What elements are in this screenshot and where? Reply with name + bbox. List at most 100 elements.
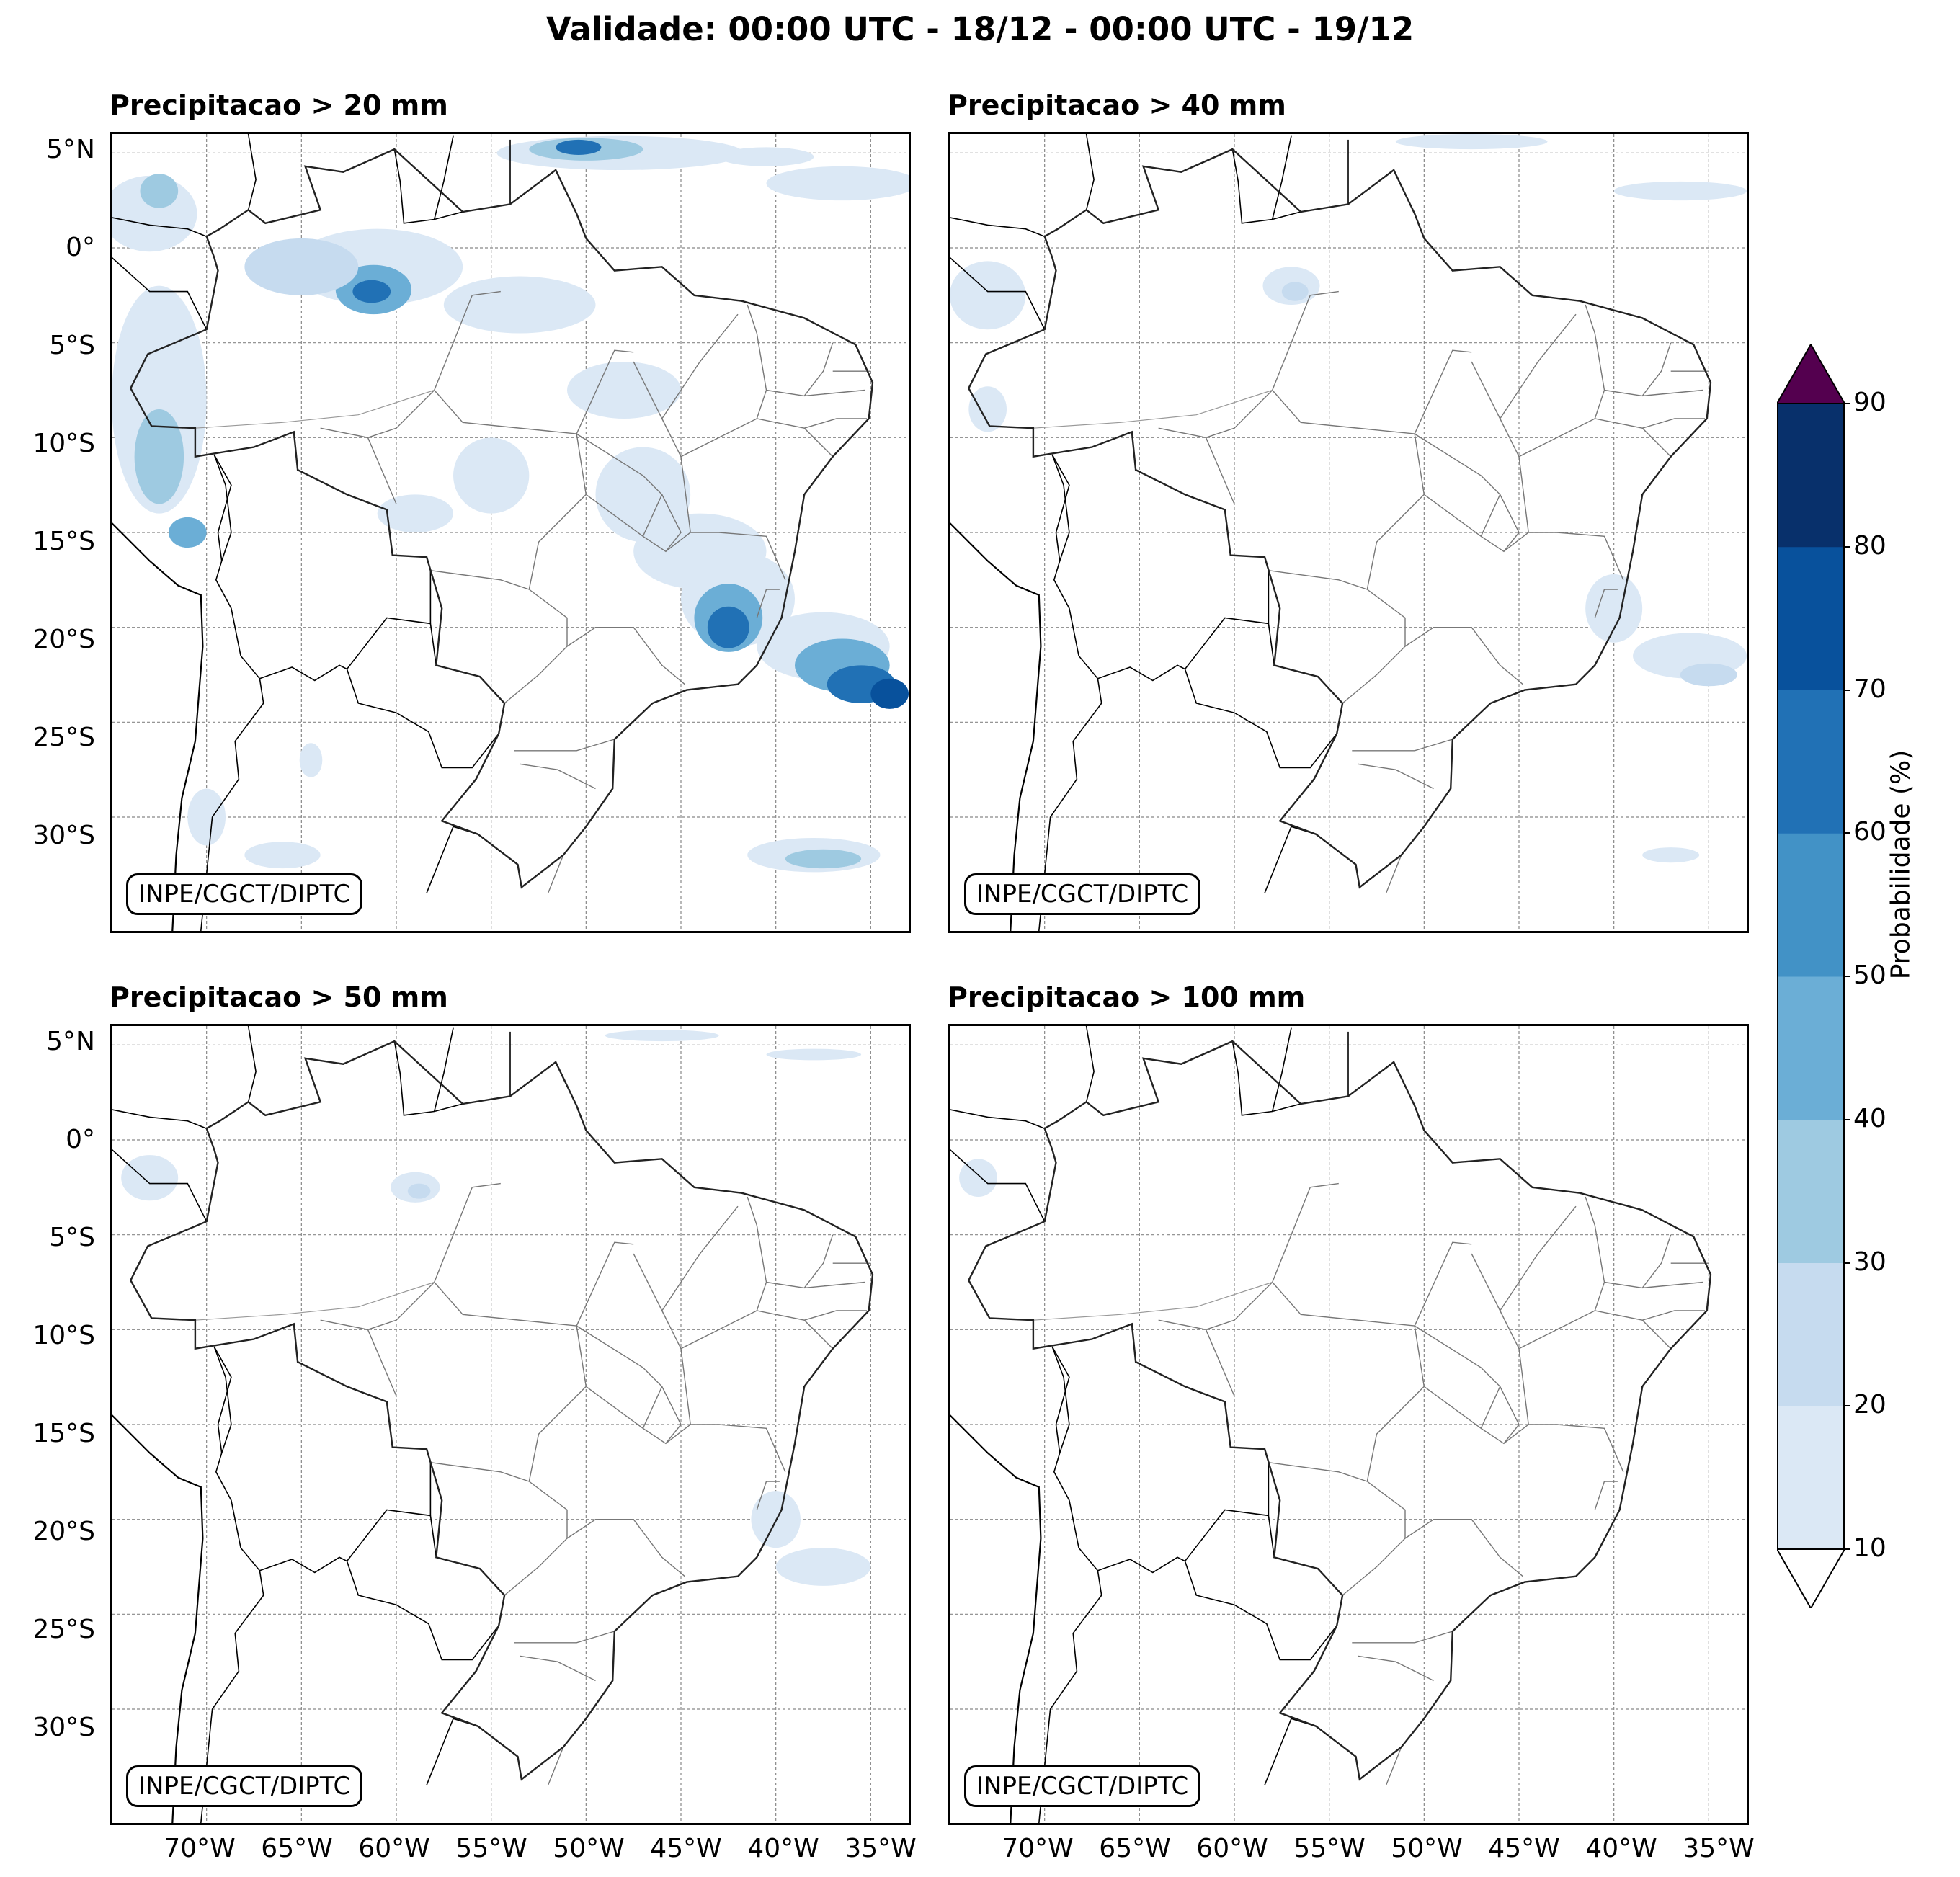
state-border (548, 1747, 564, 1785)
probability-contour (1281, 282, 1309, 301)
state-border (1471, 361, 1520, 458)
state-border (1500, 313, 1577, 419)
probability-contour (718, 147, 814, 166)
state-border (665, 532, 786, 581)
country-border (426, 826, 478, 893)
colorbar-tick-label: 80 (1853, 530, 1886, 561)
state-border (1033, 1281, 1273, 1321)
country-border (950, 217, 1045, 237)
country-border (950, 1109, 1045, 1129)
country-border (247, 134, 257, 210)
country-border (950, 1149, 1046, 1222)
state-border (504, 1481, 568, 1596)
colorbar-tick-label: 60 (1853, 817, 1886, 847)
country-border (1038, 1346, 1102, 1823)
probability-contour (140, 174, 179, 208)
state-border (566, 627, 685, 685)
colorbar-band (1777, 1406, 1845, 1550)
probability-contour (870, 678, 909, 709)
country-border (1097, 617, 1275, 682)
credit-label: INPE/CGCT/DIPTC (126, 1765, 363, 1807)
colorbar-band (1777, 976, 1845, 1120)
probability-contour (766, 1048, 862, 1061)
country-border (393, 1040, 463, 1116)
state-border (1386, 855, 1402, 893)
country-border (1051, 454, 1070, 561)
lon-label-40w: 40°W (747, 1834, 819, 1863)
state-border (1414, 1325, 1501, 1430)
colorbar-tick-label: 50 (1853, 960, 1886, 990)
colorbar-band (1777, 546, 1845, 690)
brazil-outline (129, 1040, 874, 1781)
lon-label-50w: 50°W (553, 1834, 625, 1863)
state-border (1503, 1424, 1624, 1473)
state-border (1585, 304, 1605, 419)
map-panel-20mm: INPE/CGCT/DIPTC (110, 132, 911, 933)
coastline (950, 1414, 1042, 1823)
lon-label-55w: 55°W (455, 1834, 527, 1863)
probability-contour (244, 842, 321, 869)
state-border (1480, 1386, 1520, 1445)
state-border (1206, 1282, 1273, 1330)
country-border (1264, 826, 1317, 893)
probability-contour (453, 437, 530, 514)
state-border (662, 1205, 739, 1311)
colorbar-tick-label: 70 (1853, 674, 1886, 704)
credit-label: INPE/CGCT/DIPTC (964, 1765, 1201, 1807)
state-border (1518, 418, 1672, 533)
probability-contour (707, 606, 749, 648)
state-border (747, 304, 767, 419)
state-border (642, 494, 682, 553)
probability-field (950, 134, 1747, 863)
probability-contour (1680, 663, 1737, 687)
state-border (514, 1631, 615, 1644)
country-border (1184, 1561, 1337, 1661)
colorbar-under-extension (1777, 1548, 1845, 1608)
state-border (320, 1319, 397, 1396)
state-border (1585, 1196, 1605, 1311)
country-border (1271, 1027, 1292, 1112)
colorbar-band (1777, 690, 1845, 834)
state-border (576, 349, 634, 434)
country-border (1038, 454, 1102, 931)
lon-label-55w: 55°W (1293, 1834, 1366, 1863)
lon-label-35w: 35°W (845, 1834, 917, 1863)
state-border (514, 739, 615, 752)
country-border (950, 257, 1046, 330)
colorbar-tick-label: 30 (1853, 1247, 1886, 1277)
probability-contour (134, 409, 184, 504)
state-border (528, 433, 587, 590)
state-border (520, 763, 596, 790)
state-border (680, 418, 834, 533)
colorbar-tick-label: 90 (1853, 388, 1886, 417)
probability-contour (299, 743, 323, 777)
lat-label-20s: 20°S (32, 625, 95, 654)
state-border (566, 1519, 685, 1577)
state-border (1272, 1282, 1415, 1327)
state-border (1594, 1481, 1618, 1510)
state-border (504, 589, 568, 704)
probability-contour (766, 166, 909, 201)
coastline (950, 522, 1042, 931)
probability-contour (556, 139, 602, 155)
state-border (1404, 627, 1523, 685)
colorbar-frame (1777, 403, 1845, 1550)
colorbar-tick-label: 10 (1853, 1533, 1886, 1563)
lon-label-45w: 45°W (1488, 1834, 1560, 1863)
state-border (1386, 1747, 1402, 1785)
state-border (528, 1325, 587, 1482)
probability-field (121, 1030, 871, 1586)
state-border (434, 1182, 501, 1283)
brazil-outline (129, 148, 874, 889)
probability-contour (407, 1183, 431, 1199)
state-border (662, 313, 739, 419)
map-panel-40mm: INPE/CGCT/DIPTC (948, 132, 1749, 933)
state-border (1268, 570, 1368, 590)
probability-contour (443, 276, 596, 334)
state-border (1272, 1182, 1339, 1283)
state-border (1366, 433, 1425, 590)
probability-contour (169, 517, 207, 548)
country-border (112, 217, 207, 237)
state-border (1342, 589, 1406, 704)
map-panel-100mm: INPE/CGCT/DIPTC (948, 1024, 1749, 1825)
